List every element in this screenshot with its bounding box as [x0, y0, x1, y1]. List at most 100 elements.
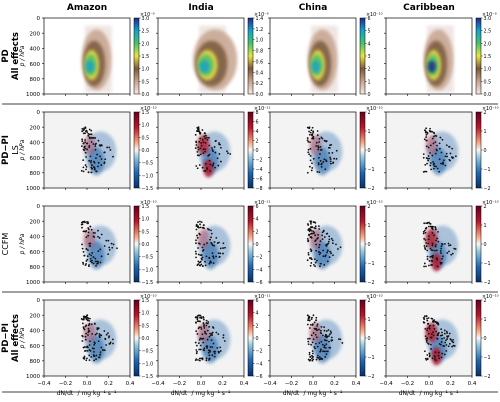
- significance-dot: [316, 356, 319, 359]
- significance-dot: [313, 227, 316, 229]
- y-tick-label: 200: [30, 125, 41, 131]
- significance-dot: [313, 321, 316, 324]
- significance-dot: [223, 340, 226, 342]
- y-tick-label: 1000: [26, 374, 40, 380]
- y-tick-label: 1000: [26, 92, 40, 98]
- significance-dot: [94, 333, 97, 336]
- significance-dot: [437, 240, 440, 243]
- colorbar-tick-label: 0: [368, 92, 371, 98]
- significance-dot: [333, 157, 336, 160]
- significance-dot: [86, 131, 89, 134]
- significance-dot: [308, 126, 311, 129]
- significance-dot: [330, 252, 333, 255]
- significance-dot: [85, 156, 87, 158]
- significance-dot: [88, 136, 91, 139]
- significance-dot: [88, 330, 91, 332]
- significance-dot: [440, 328, 443, 331]
- x-tick-label: 0.2: [446, 381, 455, 387]
- y-tick-label: 0: [37, 110, 41, 116]
- significance-dot: [87, 227, 90, 229]
- significance-dot: [324, 355, 327, 358]
- colorbar-tick-label: 2: [484, 298, 487, 304]
- significance-dot: [100, 255, 103, 258]
- significance-dot: [425, 133, 428, 136]
- colorbar-tick-label: 2: [484, 110, 487, 116]
- significance-dot: [440, 151, 443, 154]
- significance-dot: [90, 159, 93, 162]
- significance-dot: [320, 148, 323, 151]
- significance-dot: [204, 150, 206, 153]
- significance-dot: [81, 340, 84, 342]
- significance-dot: [109, 149, 112, 151]
- y-tick-label: 400: [30, 47, 41, 53]
- significance-dot: [427, 159, 430, 162]
- significance-dot: [204, 162, 207, 165]
- significance-dot: [217, 252, 220, 254]
- significance-dot: [328, 333, 331, 336]
- significance-dot: [81, 247, 84, 250]
- significance-dot: [314, 225, 317, 228]
- colorbar: [359, 17, 366, 95]
- colorbar-exponent: ×10⁻⁹: [254, 12, 269, 18]
- x-tick-label: 0.4: [468, 381, 477, 387]
- colorbar-exponent: ×10⁻¹⁰: [366, 294, 383, 300]
- significance-dot: [88, 159, 91, 162]
- y-tick-label: 200: [30, 219, 41, 225]
- significance-dot: [83, 127, 85, 130]
- significance-dot: [107, 253, 110, 256]
- significance-dot: [436, 265, 439, 268]
- y-tick-label: 400: [30, 141, 41, 147]
- significance-dot: [335, 243, 337, 246]
- significance-dot: [313, 345, 316, 348]
- significance-dot: [218, 350, 220, 353]
- significance-dot: [83, 357, 86, 360]
- significance-dot: [81, 243, 83, 246]
- significance-dot: [315, 319, 317, 322]
- significance-dot: [80, 145, 83, 148]
- significance-dot: [331, 339, 334, 342]
- colorbar-tick-label: 2: [368, 110, 371, 116]
- significance-dot: [306, 139, 309, 142]
- significance-dot: [424, 131, 427, 134]
- significance-dot: [318, 356, 321, 358]
- significance-dot: [197, 146, 200, 149]
- significance-dot: [208, 357, 211, 360]
- negative-anomaly-core: [314, 241, 331, 270]
- significance-dot: [321, 234, 324, 237]
- significance-dot: [430, 168, 432, 171]
- significance-dot: [87, 331, 90, 334]
- colorbar-tick-label: 0.5: [484, 79, 492, 85]
- colorbar: [133, 299, 140, 377]
- significance-dot: [428, 327, 431, 330]
- significance-dot: [329, 156, 331, 159]
- significance-dot: [449, 338, 452, 340]
- significance-dot: [90, 356, 93, 358]
- significance-dot: [211, 243, 213, 245]
- y-tick-label: 800: [30, 77, 41, 83]
- significance-dot: [85, 324, 88, 327]
- panel-content: [193, 25, 238, 93]
- significance-dot: [311, 359, 314, 362]
- significance-dot: [426, 329, 428, 332]
- significance-dot: [314, 347, 316, 350]
- significance-dot: [108, 335, 111, 338]
- significance-dot: [204, 148, 207, 151]
- significance-dot: [202, 348, 205, 351]
- significance-dot: [435, 239, 438, 242]
- colorbar-exponent: ×10⁻¹⁰: [140, 294, 157, 300]
- y-tick-label: 600: [30, 344, 41, 350]
- significance-dot: [322, 350, 324, 353]
- positive-anomaly: [197, 228, 210, 249]
- panel-1-2: 2 1 0 −1 −2 ×10⁻¹⁰: [268, 106, 383, 192]
- colorbar-tick-label: −1: [484, 355, 491, 361]
- significance-dot: [315, 243, 317, 246]
- significance-dot: [311, 162, 313, 165]
- significance-dot: [452, 338, 454, 341]
- significance-dot: [108, 248, 111, 251]
- significance-dot: [330, 237, 333, 240]
- significance-dot: [91, 261, 93, 264]
- significance-dot: [436, 237, 439, 240]
- significance-dot: [199, 348, 202, 351]
- significance-dot: [315, 249, 318, 252]
- colorbar-tick-label: 0.0: [484, 92, 492, 98]
